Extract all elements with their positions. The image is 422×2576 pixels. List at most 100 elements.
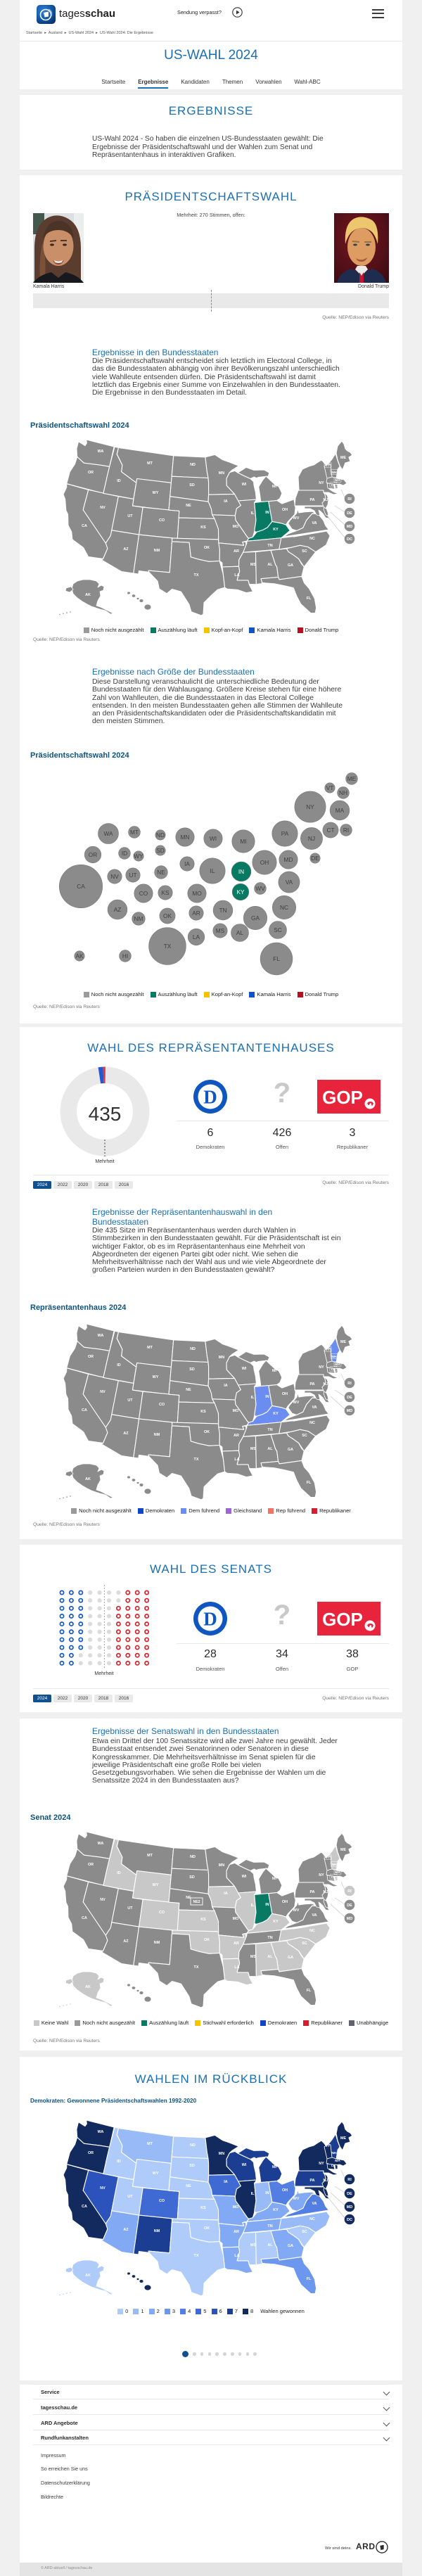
svg-text:NE: NE	[186, 504, 191, 508]
svg-text:MT: MT	[147, 461, 153, 466]
svg-text:AR: AR	[234, 1434, 239, 1438]
svg-text:KY: KY	[236, 888, 245, 895]
svg-text:WV: WV	[293, 2197, 300, 2201]
svg-text:NJ: NJ	[308, 835, 315, 842]
svg-text:MI: MI	[272, 2165, 276, 2169]
svg-text:LA: LA	[193, 933, 200, 941]
svg-text:MA: MA	[335, 807, 345, 814]
svg-text:WI: WI	[210, 835, 217, 842]
svg-text:NM: NM	[154, 1941, 160, 1945]
svg-text:MS: MS	[250, 1955, 256, 1959]
svg-text:IL: IL	[251, 2192, 255, 2196]
svg-text:AR: AR	[234, 2230, 239, 2234]
svg-text:MI: MI	[272, 1369, 276, 1373]
svg-text:MD: MD	[347, 525, 353, 529]
svg-text:MO: MO	[233, 525, 239, 529]
svg-text:FL: FL	[273, 955, 280, 962]
svg-text:MS: MS	[216, 927, 225, 934]
svg-text:SD: SD	[189, 2164, 195, 2168]
svg-text:WA: WA	[98, 1334, 104, 1338]
svg-text:TX: TX	[194, 573, 199, 578]
svg-text:TN: TN	[267, 1936, 272, 1940]
svg-text:NH: NH	[331, 1863, 337, 1867]
svg-text:SD: SD	[189, 1875, 195, 1880]
svg-text:WA: WA	[103, 830, 113, 837]
svg-text:IA: IA	[184, 860, 190, 867]
svg-text:RI: RI	[347, 497, 352, 502]
svg-text:OR: OR	[88, 471, 94, 475]
svg-text:AZ: AZ	[123, 1432, 129, 1436]
svg-text:CT: CT	[331, 1875, 336, 1880]
svg-text:MD: MD	[347, 2205, 353, 2210]
svg-text:MT: MT	[130, 829, 139, 836]
svg-text:LA: LA	[234, 2254, 239, 2258]
svg-text:WA: WA	[98, 1842, 104, 1846]
svg-text:NY: NY	[319, 1873, 324, 1877]
svg-text:VA: VA	[312, 521, 316, 525]
svg-text:NV: NV	[100, 1898, 106, 1902]
svg-text:DE: DE	[347, 1396, 352, 1400]
svg-text:NE: NE	[186, 1388, 191, 1392]
svg-text:OH: OH	[282, 2188, 288, 2193]
svg-text:TX: TX	[164, 943, 172, 950]
svg-text:PA: PA	[309, 1890, 314, 1894]
svg-text:DC: DC	[347, 2218, 352, 2222]
svg-text:NC: NC	[309, 1929, 315, 1933]
svg-text:OR: OR	[89, 851, 97, 858]
svg-text:PA: PA	[309, 498, 314, 502]
svg-text:MN: MN	[219, 1356, 224, 1360]
svg-text:VA: VA	[312, 1913, 316, 1918]
svg-text:RI: RI	[347, 2178, 352, 2182]
svg-text:TX: TX	[194, 1458, 199, 1462]
svg-text:CA: CA	[82, 524, 87, 528]
svg-text:DE: DE	[347, 511, 352, 516]
svg-text:SC: SC	[302, 1434, 307, 1438]
svg-text:NC: NC	[309, 2217, 315, 2221]
svg-text:WV: WV	[255, 885, 265, 892]
svg-text:ID: ID	[117, 479, 120, 483]
svg-text:CT: CT	[331, 1367, 336, 1372]
svg-text:OR: OR	[88, 2151, 94, 2155]
svg-text:TX: TX	[194, 2254, 199, 2258]
svg-text:NY: NY	[319, 481, 324, 485]
svg-text:CO: CO	[159, 518, 165, 523]
svg-text:LA: LA	[234, 1458, 239, 1462]
svg-text:WY: WY	[153, 2172, 159, 2176]
svg-text:ND: ND	[190, 2143, 196, 2148]
svg-text:NC: NC	[309, 537, 315, 541]
svg-text:WA: WA	[98, 2130, 104, 2134]
svg-text:NE2: NE2	[193, 1900, 200, 1904]
svg-text:KY: KY	[273, 528, 279, 532]
svg-text:TN: TN	[267, 544, 272, 548]
svg-text:TN: TN	[267, 1428, 272, 1432]
svg-text:VT: VT	[326, 1856, 330, 1860]
svg-text:CA: CA	[77, 883, 85, 890]
svg-text:ND: ND	[190, 1855, 196, 1859]
svg-text:KS: KS	[200, 1410, 206, 1414]
svg-text:CT: CT	[331, 2164, 336, 2168]
svg-text:PA: PA	[281, 830, 289, 837]
svg-text:RI: RI	[343, 827, 349, 834]
svg-text:IA: IA	[224, 1384, 227, 1388]
svg-text:KS: KS	[200, 525, 206, 530]
svg-text:CA: CA	[82, 1408, 87, 1413]
svg-text:OK: OK	[204, 2226, 210, 2231]
svg-text:UT: UT	[127, 1398, 133, 1403]
svg-text:MN: MN	[219, 471, 224, 476]
svg-text:SC: SC	[274, 926, 282, 933]
svg-text:KS: KS	[200, 1918, 206, 1922]
svg-text:MD: MD	[347, 1917, 353, 1921]
svg-text:VT: VT	[326, 2144, 330, 2148]
svg-text:CA: CA	[82, 1916, 87, 1920]
svg-text:WY: WY	[134, 853, 143, 860]
svg-text:ME: ME	[340, 1340, 346, 1344]
svg-text:WV: WV	[293, 1908, 300, 1913]
svg-text:FL: FL	[307, 1481, 312, 1485]
svg-text:AR: AR	[192, 910, 200, 917]
svg-text:MI: MI	[272, 1877, 276, 1881]
svg-text:MN: MN	[219, 2152, 224, 2156]
svg-text:UT: UT	[129, 872, 136, 879]
svg-text:ND: ND	[190, 463, 196, 467]
svg-text:GA: GA	[288, 2244, 293, 2248]
svg-text:NV: NV	[100, 2186, 106, 2191]
